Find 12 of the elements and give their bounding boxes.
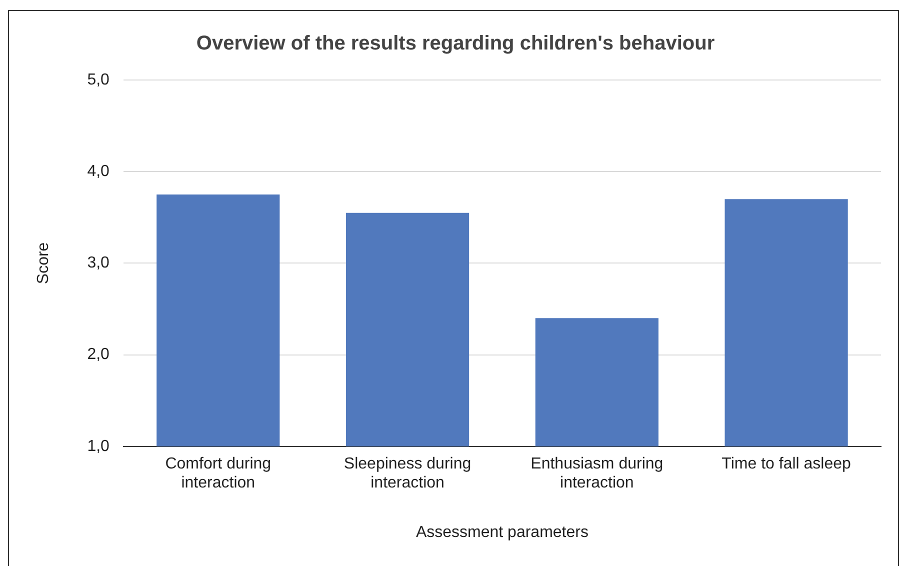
x-tick-label: Enthusiasm during interaction [530, 455, 664, 492]
x-tick-label: Comfort during interaction [165, 455, 272, 492]
y-tick-label: 3,0 [87, 254, 110, 272]
chart-title: Overview of the results regarding children's behaviour [196, 32, 715, 55]
x-axis-title: Assessment parameters [416, 524, 588, 541]
x-tick-label: Sleepiness during interaction [344, 455, 472, 492]
y-tick-label: 5,0 [87, 71, 110, 88]
y-axis-title: Score [35, 242, 52, 284]
y-tick-label: 2,0 [87, 346, 110, 364]
x-tick-label: Time to fall asleep [722, 455, 852, 472]
y-tick-label: 1,0 [87, 438, 110, 455]
y-tick-label: 4,0 [87, 163, 110, 180]
